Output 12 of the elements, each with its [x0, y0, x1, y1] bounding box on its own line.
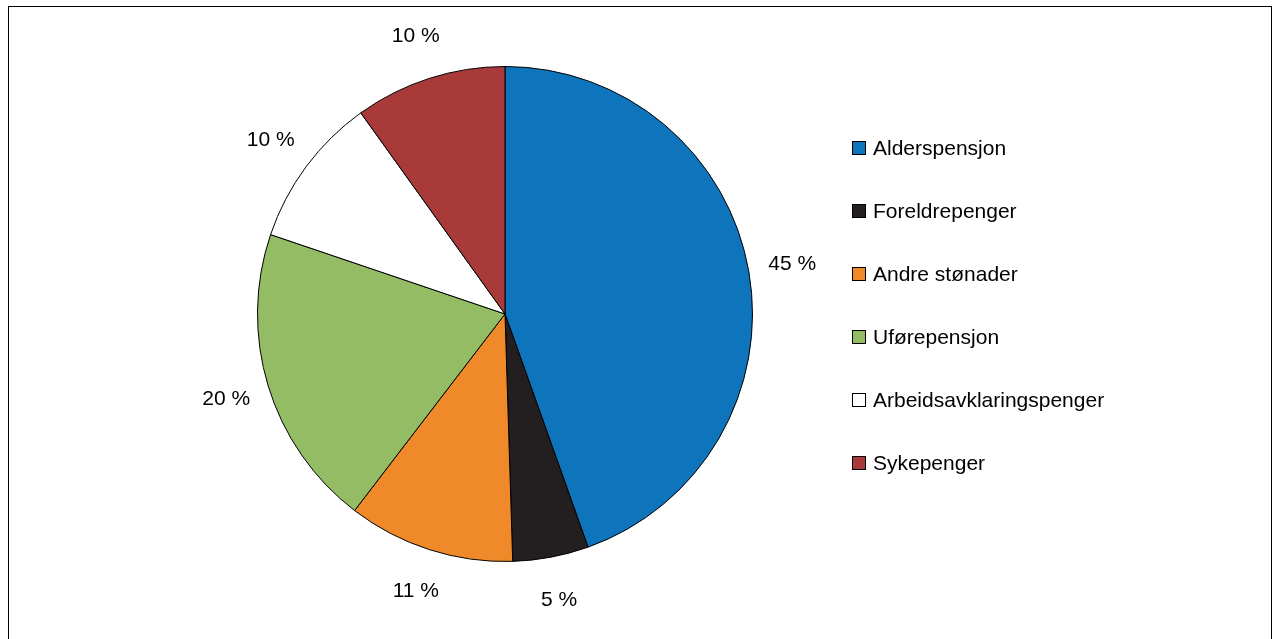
data-label: 5 %	[540, 587, 578, 611]
data-label: 11 %	[392, 578, 439, 602]
data-label: 10 %	[246, 127, 295, 151]
data-label: 10 %	[391, 23, 440, 47]
legend-label: Andre stønader	[873, 261, 1018, 286]
data-label: 45 %	[768, 251, 817, 275]
legend-label: Sykepenger	[873, 450, 986, 475]
legend-label: Alderspensjon	[873, 135, 1007, 160]
legend-label: Foreldrepenger	[873, 198, 1017, 223]
legend-label: Uførepensjon	[873, 324, 1000, 349]
data-label: 20 %	[202, 385, 251, 409]
legend-label: Arbeidsavklaringspenger	[873, 387, 1105, 412]
